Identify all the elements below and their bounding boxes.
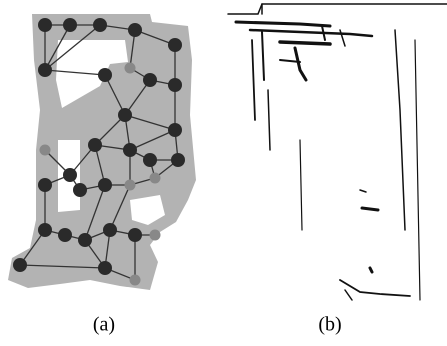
map-stroke: [300, 140, 302, 230]
panel-label: (b): [318, 314, 341, 336]
node: [125, 63, 136, 74]
node: [88, 138, 102, 152]
node: [98, 261, 112, 275]
node: [168, 38, 182, 52]
node: [103, 223, 117, 237]
map-stroke: [370, 268, 372, 272]
map-stroke: [340, 280, 410, 296]
node: [150, 173, 161, 184]
node: [123, 143, 137, 157]
node: [58, 228, 72, 242]
map-stroke: [228, 4, 447, 14]
map-stroke: [236, 22, 330, 26]
node: [98, 68, 112, 82]
node: [128, 23, 142, 37]
node: [150, 230, 161, 241]
map-stroke: [362, 208, 378, 210]
map-stroke: [340, 30, 345, 46]
page: (a) (b) (() => { const data = JSON.parse…: [0, 0, 447, 346]
node: [93, 18, 107, 32]
panel-label: (a): [93, 314, 115, 336]
map-stroke: [415, 40, 420, 300]
map-stroke: [250, 30, 372, 36]
map-stroke: [280, 42, 330, 44]
node: [40, 145, 51, 156]
node: [38, 178, 52, 192]
node: [125, 180, 136, 191]
panel-a: [8, 14, 196, 290]
node: [73, 183, 87, 197]
map-stroke: [268, 90, 270, 150]
node: [130, 275, 141, 286]
node: [128, 228, 142, 242]
node: [143, 153, 157, 167]
node: [63, 18, 77, 32]
figure: (a) (b): [0, 0, 447, 346]
map-stroke: [360, 190, 366, 192]
node: [38, 223, 52, 237]
map-stroke: [295, 48, 306, 80]
node: [168, 78, 182, 92]
map-stroke: [252, 40, 255, 120]
node: [78, 233, 92, 247]
node: [143, 73, 157, 87]
node: [63, 168, 77, 182]
node: [98, 178, 112, 192]
node: [13, 258, 27, 272]
map-stroke: [345, 290, 352, 300]
map-stroke: [262, 32, 264, 80]
node: [118, 108, 132, 122]
node: [38, 63, 52, 77]
map-stroke: [395, 30, 405, 230]
node: [168, 123, 182, 137]
node: [171, 153, 185, 167]
panel-b: [228, 4, 447, 300]
node: [38, 18, 52, 32]
